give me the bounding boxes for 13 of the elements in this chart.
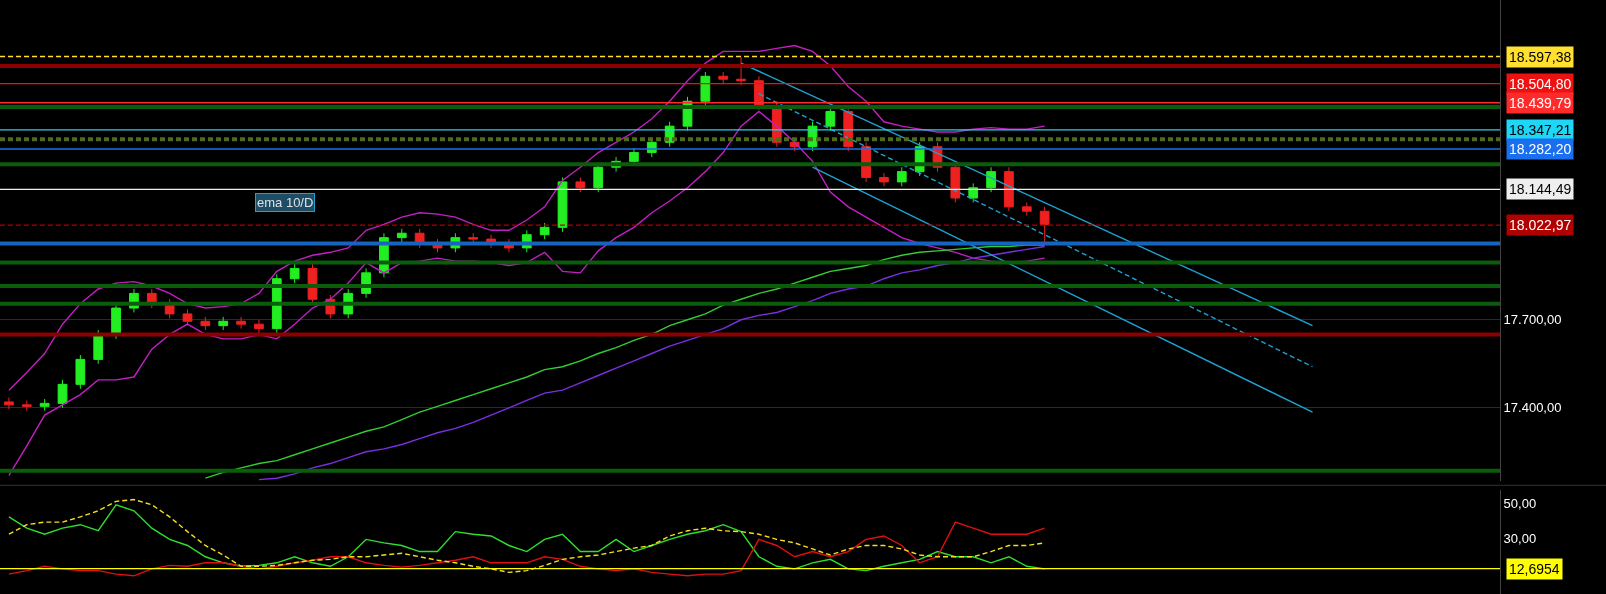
ref-line-label: 18.022,97 <box>1509 217 1572 233</box>
ref-line-label: 18.347,21 <box>1509 122 1572 138</box>
ref-line-label: 12,6954 <box>1509 561 1560 577</box>
y-tick-label: 50,00 <box>1503 496 1537 512</box>
annotation: ema 10/D <box>257 195 314 210</box>
ref-line-label: 18.282,20 <box>1509 141 1572 157</box>
y-tick-label: 30,00 <box>1503 531 1537 547</box>
ref-line-label: 18.144,49 <box>1509 181 1572 197</box>
y-tick-label: 17.400,00 <box>1503 400 1562 416</box>
y-tick-label: 17.700,00 <box>1503 312 1562 328</box>
ref-line-label: 18.504,80 <box>1509 76 1572 92</box>
ref-line-label: 18.439,79 <box>1509 95 1572 111</box>
ref-line-label: 18.597,38 <box>1509 49 1572 65</box>
